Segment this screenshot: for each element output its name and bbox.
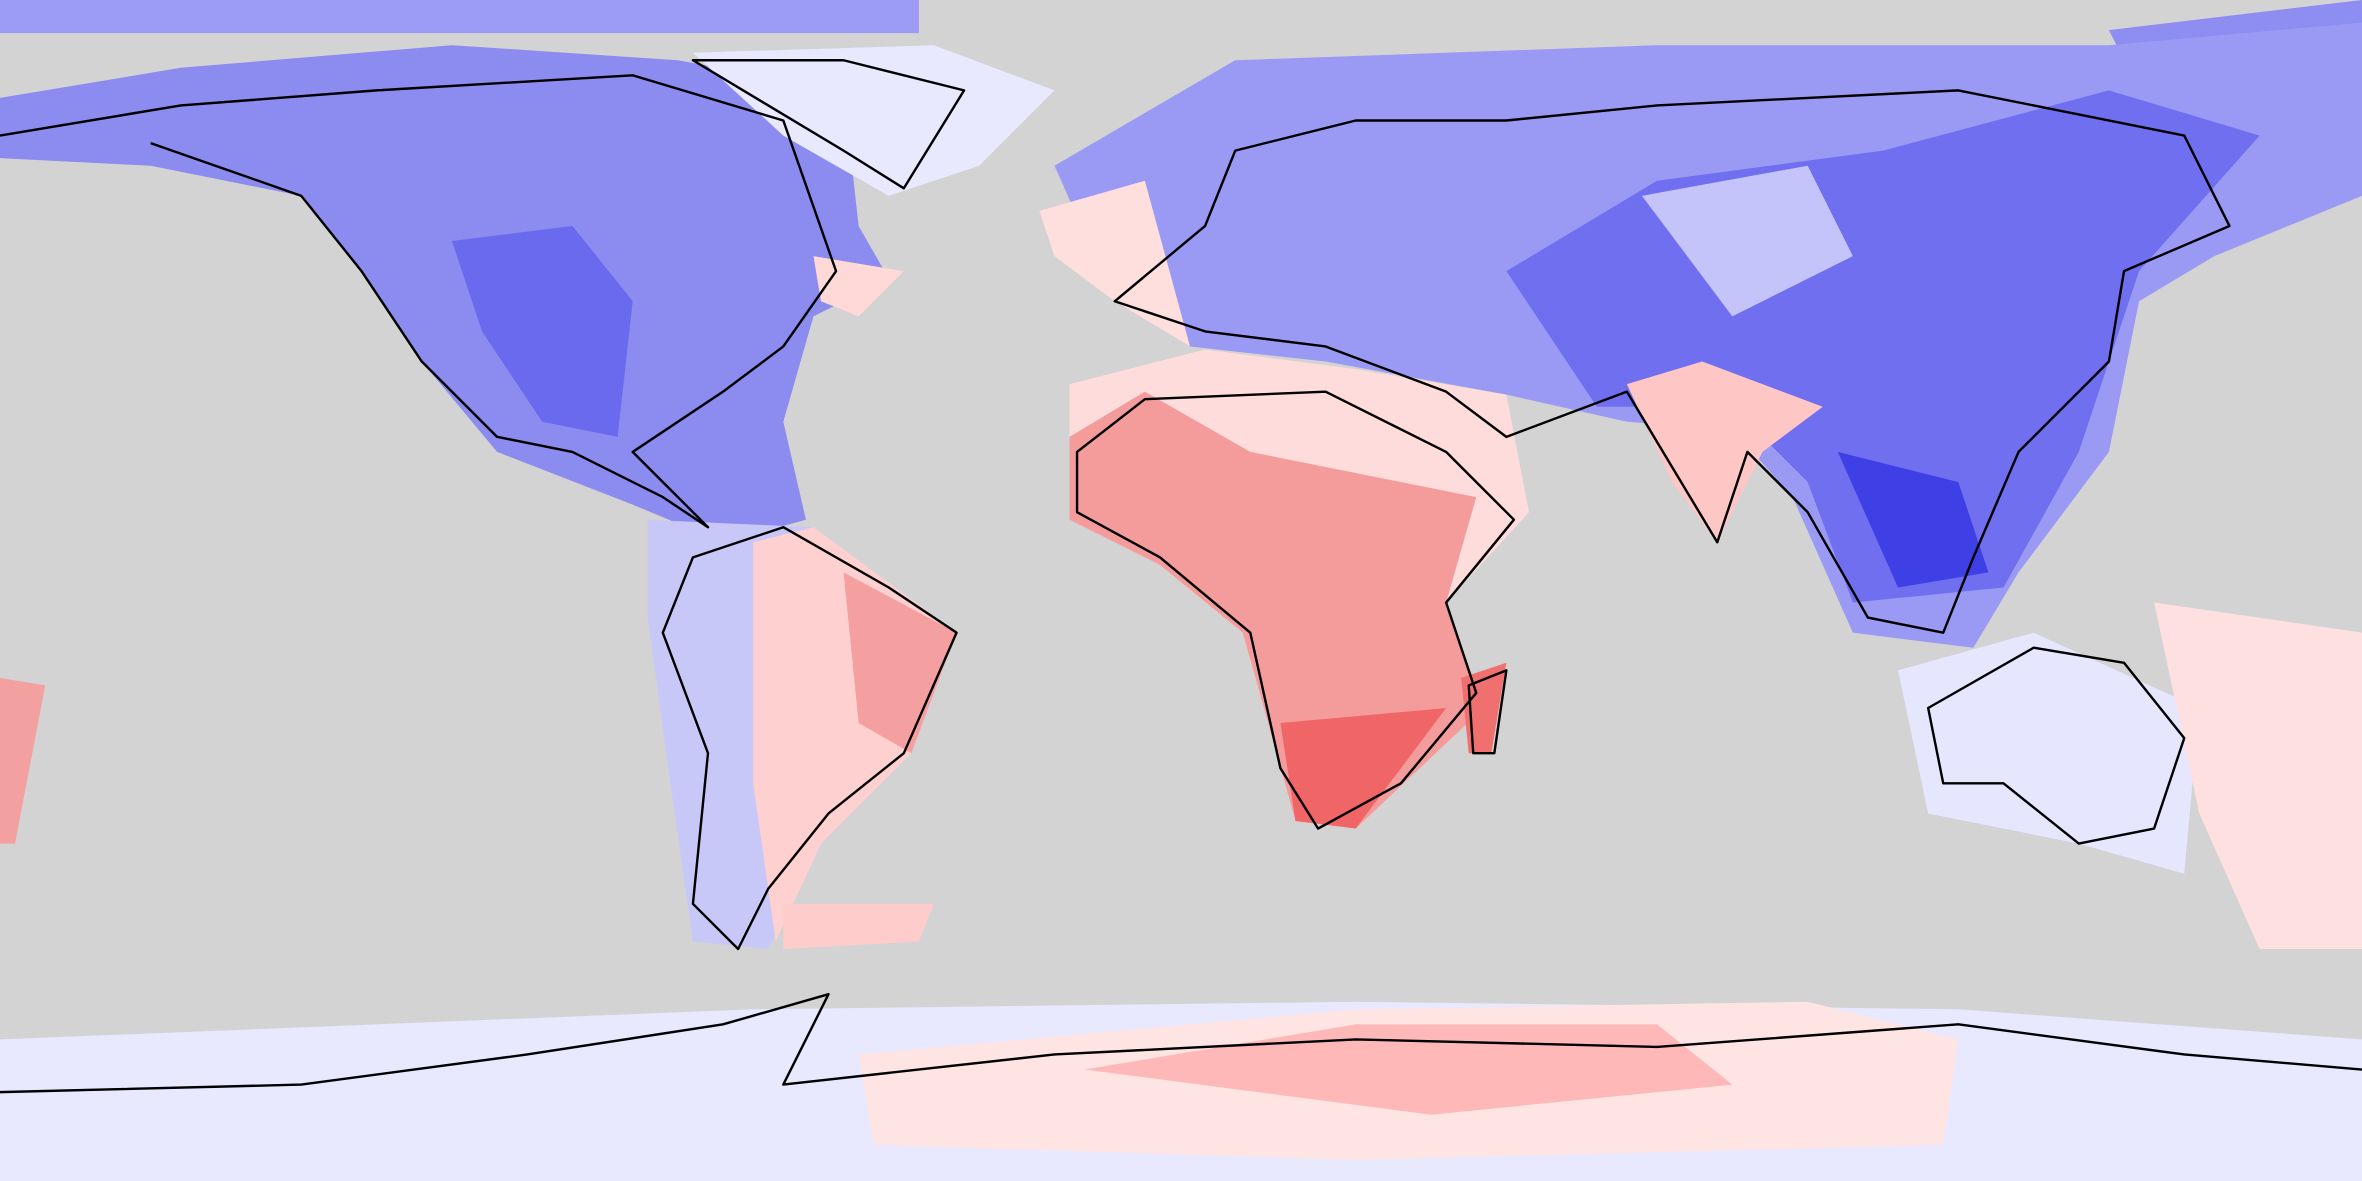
eurasia-deep bbox=[1837, 451, 1989, 588]
coastline bbox=[1075, 390, 1516, 830]
arctic-band bbox=[0, 0, 919, 34]
coastline bbox=[0, 74, 838, 529]
europe-warm bbox=[1039, 180, 1191, 347]
pacific-warm bbox=[0, 677, 46, 844]
coastline bbox=[661, 526, 958, 951]
eurasia-light bbox=[1641, 165, 1853, 317]
coastline bbox=[1467, 669, 1508, 755]
north-america bbox=[0, 45, 889, 543]
south-america-hot bbox=[843, 572, 957, 754]
antarctica-hot bbox=[1084, 1024, 1733, 1115]
india bbox=[1626, 361, 1823, 543]
pink-patch bbox=[783, 903, 934, 950]
coastline bbox=[691, 59, 966, 190]
coastline bbox=[1113, 89, 2231, 634]
australia bbox=[1898, 632, 2200, 874]
north-america-core bbox=[451, 225, 633, 437]
coastline bbox=[1926, 646, 2186, 845]
pacific-warm bbox=[2154, 602, 2362, 950]
coastline bbox=[0, 993, 2362, 1094]
africa-hotter bbox=[1280, 707, 1447, 829]
greenland bbox=[692, 45, 1055, 196]
